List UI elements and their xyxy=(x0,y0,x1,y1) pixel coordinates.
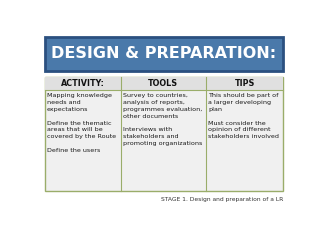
Text: This should be part of
a larger developing
plan

Must consider the
opinion of di: This should be part of a larger developi… xyxy=(208,94,279,139)
Text: Mapping knowledge
needs and
expectations

Define the thematic
areas that will be: Mapping knowledge needs and expectations… xyxy=(47,94,116,153)
Text: TIPS: TIPS xyxy=(235,79,255,88)
Text: ACTIVITY:: ACTIVITY: xyxy=(61,79,105,88)
Bar xyxy=(45,77,283,90)
Bar xyxy=(45,36,283,71)
Text: STAGE 1. Design and preparation of a LR: STAGE 1. Design and preparation of a LR xyxy=(161,197,283,202)
Text: TOOLS: TOOLS xyxy=(148,79,178,88)
Text: DESIGN & PREPARATION:: DESIGN & PREPARATION: xyxy=(52,46,276,61)
Text: Survey to countries,
analysis of reports,
programmes evaluation,
other documents: Survey to countries, analysis of reports… xyxy=(123,94,202,146)
Bar xyxy=(45,77,283,191)
